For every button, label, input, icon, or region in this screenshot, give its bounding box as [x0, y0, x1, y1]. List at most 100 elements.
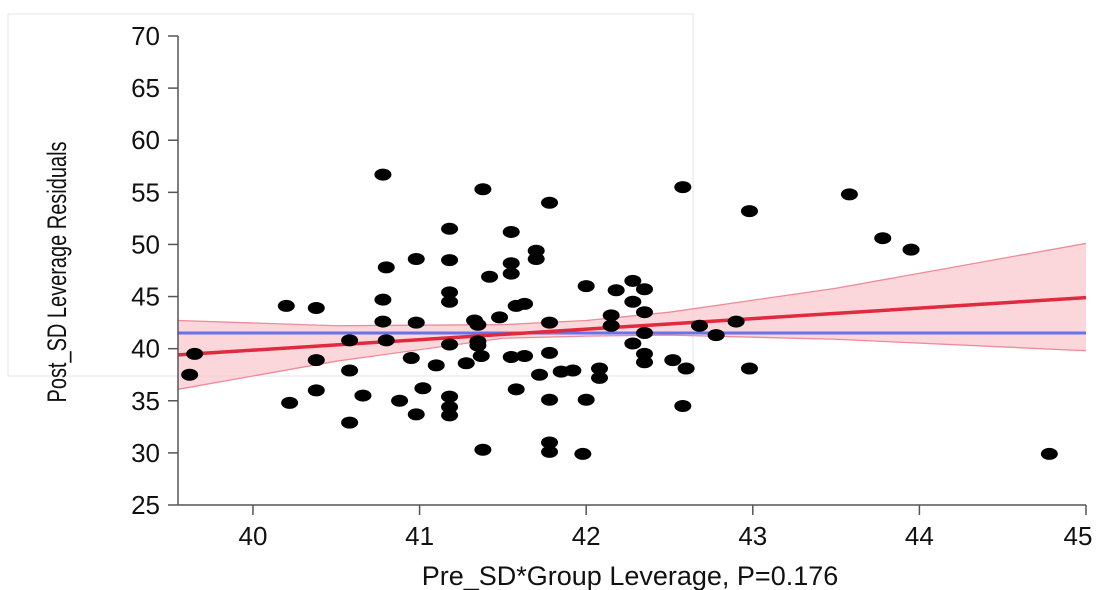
data-point: [740, 205, 758, 218]
fit-line: [178, 295, 1086, 357]
data-point: [591, 362, 609, 375]
data-point: [635, 356, 653, 369]
data-point: [564, 364, 582, 377]
data-point: [624, 274, 642, 287]
confidence-band-layer: [178, 242, 1086, 390]
axes: [168, 35, 1087, 515]
data-point: [577, 280, 595, 293]
y-tick-label: 30: [131, 438, 160, 468]
y-tick-label: 25: [131, 490, 160, 520]
data-point: [677, 362, 695, 375]
data-point: [427, 359, 445, 372]
y-tick-label: 60: [131, 125, 160, 155]
data-point: [607, 284, 625, 297]
data-point: [531, 368, 549, 381]
data-point: [527, 253, 545, 266]
data-point: [635, 347, 653, 360]
data-point: [407, 253, 425, 266]
data-point: [441, 409, 459, 422]
background-panel: [7, 13, 694, 377]
data-point: [441, 390, 459, 403]
data-point: [577, 393, 595, 406]
data-point: [502, 257, 520, 270]
data-point: [469, 339, 487, 352]
data-point: [690, 319, 708, 332]
data-point: [491, 311, 509, 324]
y-tick-label: 55: [131, 177, 160, 207]
data-point: [407, 316, 425, 329]
y-tick-label: 65: [131, 73, 160, 103]
data-point: [391, 394, 409, 407]
data-point: [502, 225, 520, 238]
data-point: [516, 349, 534, 362]
y-tick-label: 45: [131, 282, 160, 312]
data-point: [407, 408, 425, 421]
data-point: [516, 297, 534, 310]
data-point: [307, 354, 325, 367]
data-point: [307, 302, 325, 315]
data-point: [441, 401, 459, 414]
data-point: [541, 196, 559, 209]
data-point: [591, 371, 609, 384]
data-point: [527, 244, 545, 257]
y-tick-labels: 25 30 35 40 45 50 55 60 65 70: [131, 21, 160, 520]
data-point: [507, 383, 525, 396]
data-point: [541, 393, 559, 406]
data-point: [602, 319, 620, 332]
data-point: [840, 188, 858, 201]
data-point: [186, 347, 204, 360]
data-points: [181, 168, 1058, 460]
data-point: [181, 368, 199, 381]
data-point: [441, 254, 459, 267]
data-point: [402, 352, 420, 365]
data-point: [541, 316, 559, 329]
y-tick-label: 35: [131, 386, 160, 416]
data-point: [374, 168, 392, 181]
data-point: [441, 295, 459, 308]
data-point: [474, 443, 492, 456]
x-tick-label: 43: [738, 521, 767, 551]
x-tick-label: 40: [239, 521, 268, 551]
data-point: [377, 261, 395, 274]
data-point: [574, 447, 592, 460]
data-point: [341, 334, 359, 347]
data-point: [474, 183, 492, 196]
data-point: [541, 436, 559, 449]
confidence-lower-edge: [178, 334, 1086, 390]
data-point: [1040, 447, 1058, 460]
data-point: [624, 295, 642, 308]
data-point: [674, 399, 692, 412]
data-point: [307, 384, 325, 397]
data-point: [341, 364, 359, 377]
data-point: [441, 338, 459, 351]
data-point: [602, 309, 620, 322]
data-point: [624, 337, 642, 350]
y-tick-label: 40: [131, 334, 160, 364]
x-axis-title: Pre_SD*Group Leverage, P=0.176: [422, 561, 839, 590]
data-point: [502, 351, 520, 364]
data-point: [374, 315, 392, 328]
data-point: [469, 318, 487, 331]
data-point: [377, 334, 395, 347]
data-point: [740, 362, 758, 375]
data-point: [541, 445, 559, 458]
data-point: [341, 416, 359, 429]
data-point: [502, 267, 520, 280]
line-layer: [178, 295, 1086, 357]
data-point: [481, 270, 499, 283]
data-point: [635, 327, 653, 340]
data-point: [541, 346, 559, 359]
data-point: [414, 382, 432, 395]
data-point: [727, 315, 745, 328]
data-point: [902, 243, 920, 256]
y-tick-label: 70: [131, 21, 160, 51]
data-point: [457, 357, 475, 370]
confidence-upper-edge: [178, 242, 1086, 327]
data-point: [354, 389, 372, 402]
data-point: [674, 181, 692, 194]
data-point: [472, 349, 490, 362]
data-point: [635, 306, 653, 319]
data-point: [281, 396, 299, 409]
x-tick-labels: 40 41 42 43 44 45: [239, 521, 1093, 551]
data-point: [277, 299, 295, 312]
